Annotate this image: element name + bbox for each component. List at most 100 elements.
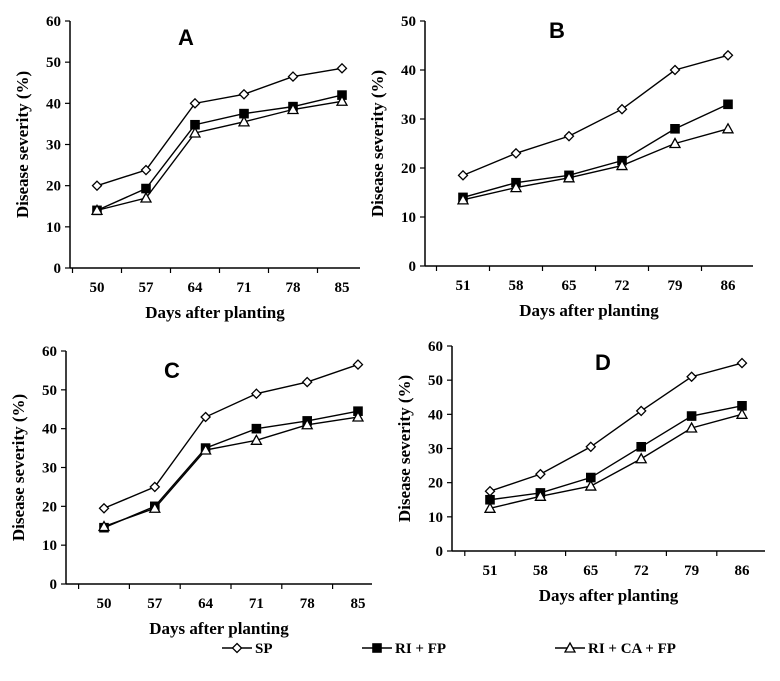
chart-panel-c: 0 10 20 30 40 50 60 50 57 64 71 78 85 Days after plan… <box>9 344 372 638</box>
x-tick-label: 85 <box>351 596 366 612</box>
y-tick-label: 10 <box>428 510 443 526</box>
x-axis-label: Days after planting <box>145 303 285 322</box>
y-tick-label: 40 <box>46 96 61 112</box>
y-tick-label: 60 <box>46 14 61 30</box>
x-tick-label: 78 <box>286 280 301 296</box>
x-tick-label: 58 <box>533 563 548 579</box>
y-tick-label: 60 <box>42 344 57 360</box>
data-point-sp <box>635 405 647 417</box>
y-tick-label: 30 <box>42 461 57 477</box>
y-axis-label: Disease severity (%) <box>9 394 28 541</box>
series-line-sp <box>489 362 743 492</box>
chart-panel-a: 0 10 20 30 40 50 60 50 57 64 71 78 85 Days after plan… <box>13 14 360 322</box>
legend: SP RI + FP RI + CA + FP <box>222 641 676 657</box>
data-point-sp <box>534 468 546 480</box>
legend-label: RI + FP <box>395 641 446 657</box>
data-point-ri-ca-fp <box>199 443 212 455</box>
data-point-ri-ca-fp <box>286 103 300 115</box>
x-axis-label: Days after planting <box>539 586 679 605</box>
panel-title: C <box>164 358 180 383</box>
data-point-ri-ca-fp <box>562 171 576 183</box>
series-line-ri-fp <box>103 410 359 529</box>
y-tick-label: 40 <box>401 63 416 79</box>
data-point-sp <box>669 64 681 76</box>
data-point-sp <box>616 103 628 115</box>
data-point-ri-ca-fp <box>90 204 104 216</box>
y-tick-label: 50 <box>46 55 61 71</box>
x-tick-label: 79 <box>684 563 699 579</box>
data-point-ri-ca-fp <box>635 452 648 464</box>
y-tick-label: 20 <box>401 161 416 177</box>
y-tick-label: 10 <box>42 538 57 554</box>
panel-title: A <box>178 25 194 50</box>
data-point-ri-fp <box>723 99 733 110</box>
data-point-sp <box>686 371 698 383</box>
data-point-ri-ca-fp <box>483 501 497 513</box>
data-point-sp <box>352 359 364 371</box>
legend-marker <box>231 642 243 654</box>
x-tick-label: 72 <box>615 278 630 294</box>
legend-label: SP <box>255 641 273 657</box>
y-tick-label: 50 <box>42 383 57 399</box>
data-point-sp <box>140 164 152 176</box>
y-tick-label: 20 <box>46 179 61 195</box>
data-point-ri-ca-fp <box>735 407 749 419</box>
data-point-ri-ca-fp <box>301 418 314 430</box>
x-tick-label: 65 <box>562 278 577 294</box>
x-tick-label: 57 <box>139 280 155 296</box>
y-tick-label: 50 <box>428 373 443 389</box>
data-point-ri-ca-fp <box>97 520 111 532</box>
data-point-ri-fp <box>141 183 151 194</box>
data-point-sp <box>250 388 262 400</box>
x-tick-label: 51 <box>456 278 471 294</box>
series-line-sp <box>103 363 359 509</box>
series-line-sp <box>96 67 343 187</box>
x-tick-label: 51 <box>483 563 498 579</box>
series-line-ri-fp <box>96 94 343 212</box>
chart-panels: 0 10 20 30 40 50 60 50 57 64 71 78 85 Days after plan… <box>9 14 765 638</box>
series-line-ri-ca-fp <box>103 416 359 528</box>
data-point-sp <box>287 71 299 82</box>
y-tick-label: 0 <box>50 577 58 593</box>
series-line-ri-fp <box>489 405 743 501</box>
y-tick-label: 0 <box>54 261 62 277</box>
data-point-sp <box>301 376 313 388</box>
x-axis-label: Days after planting <box>519 301 659 320</box>
data-point-sp <box>510 147 522 159</box>
x-tick-label: 64 <box>188 280 204 296</box>
panel-title: D <box>595 350 611 375</box>
data-point-ri-ca-fp <box>668 137 682 149</box>
data-point-sp <box>149 481 161 493</box>
series-line-ri-ca-fp <box>96 100 343 212</box>
y-axis-label: Disease severity (%) <box>368 70 387 217</box>
x-tick-label: 65 <box>583 563 598 579</box>
data-point-ri-ca-fp <box>509 181 523 193</box>
data-point-ri-fp <box>670 124 680 134</box>
data-point-sp <box>336 62 348 74</box>
data-point-sp <box>722 49 734 61</box>
y-tick-label: 30 <box>428 442 443 458</box>
x-tick-label: 79 <box>668 278 683 294</box>
y-tick-label: 30 <box>46 138 61 154</box>
y-tick-label: 60 <box>428 339 443 355</box>
data-point-ri-ca-fp <box>237 115 251 127</box>
data-point-ri-ca-fp <box>335 94 349 106</box>
data-point-ri-ca-fp <box>351 410 365 422</box>
y-tick-label: 0 <box>436 544 444 560</box>
data-point-ri-ca-fp <box>188 126 202 138</box>
chart-panel-b: 0 10 20 30 40 50 51 58 65 72 79 86 Days after planti… <box>368 14 753 320</box>
data-point-sp <box>563 130 575 142</box>
x-tick-label: 58 <box>509 278 524 294</box>
chart-panel-d: 0 10 20 30 40 50 60 51 58 65 72 79 86 Days after plan… <box>395 339 765 605</box>
data-point-ri-ca-fp <box>584 479 597 491</box>
data-point-ri-ca-fp <box>250 433 263 445</box>
x-tick-label: 71 <box>249 596 264 612</box>
data-point-ri-fp <box>686 411 697 421</box>
y-tick-label: 10 <box>401 210 416 226</box>
y-tick-label: 0 <box>409 259 417 275</box>
y-axis-label: Disease severity (%) <box>13 71 32 218</box>
legend-label: RI + CA + FP <box>588 641 676 657</box>
data-point-ri-ca-fp <box>685 421 698 433</box>
x-tick-label: 50 <box>90 280 105 296</box>
data-point-ri-ca-fp <box>615 159 629 171</box>
